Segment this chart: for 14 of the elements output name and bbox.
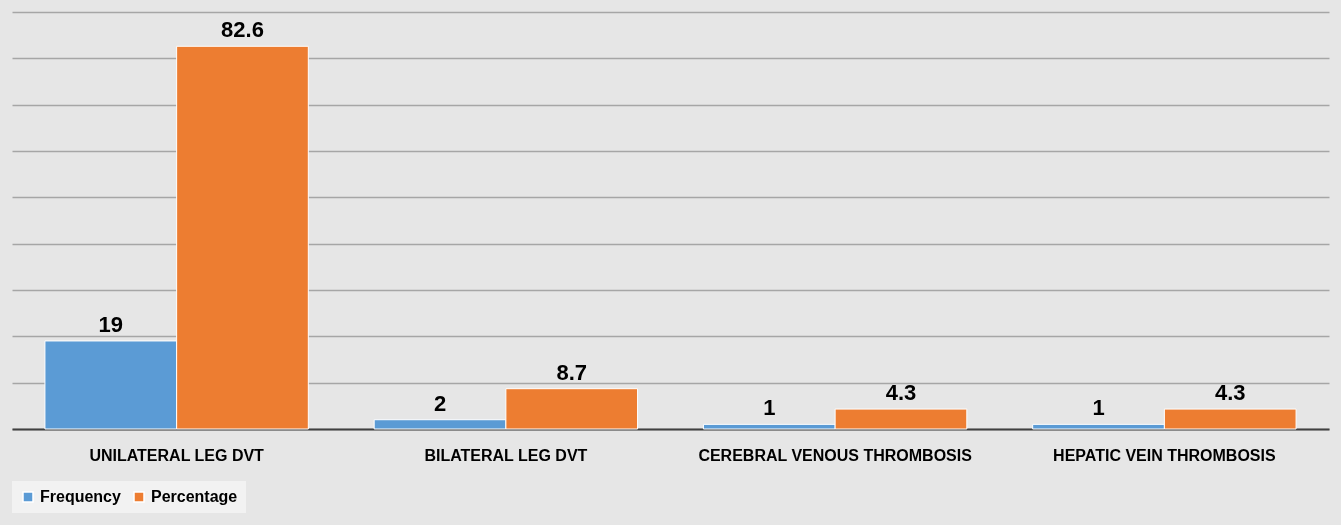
legend-label: Percentage bbox=[151, 488, 238, 505]
data-label: 2 bbox=[433, 390, 447, 416]
data-label: 1 bbox=[1092, 395, 1105, 421]
x-tick-label: CEREBRAL VENOUS THROMBOSIS bbox=[698, 446, 973, 464]
legend-label: Frequency bbox=[40, 488, 122, 505]
data-label: 1 bbox=[763, 395, 776, 421]
x-tick-label: HEPATIC VEIN THROMBOSIS bbox=[1053, 446, 1276, 464]
x-tick-label: BILATERAL LEG DVT bbox=[424, 446, 588, 464]
data-label: 82.6 bbox=[221, 17, 264, 43]
x-tick-label: UNILATERAL LEG DVT bbox=[89, 446, 265, 464]
data-label: 4.3 bbox=[885, 380, 917, 406]
data-label: 19 bbox=[98, 311, 124, 337]
data-label: 8.7 bbox=[556, 359, 588, 385]
data-label: 4.3 bbox=[1214, 380, 1246, 406]
